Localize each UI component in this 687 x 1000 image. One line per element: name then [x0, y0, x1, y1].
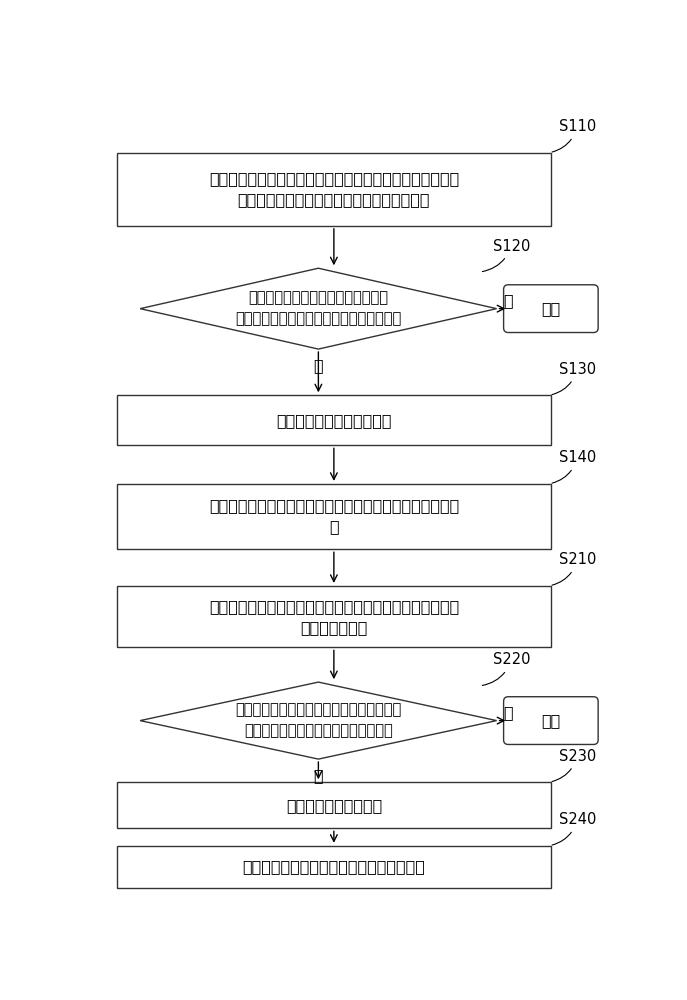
Text: 当检测到用户佩戴的智能设备的无线信号时，获取所述智能
设备的设备信息: 当检测到用户佩戴的智能设备的无线信号时，获取所述智能 设备的设备信息: [209, 599, 459, 635]
Text: S140: S140: [552, 450, 596, 483]
Text: 结束: 结束: [541, 713, 561, 728]
Text: S130: S130: [552, 362, 596, 395]
FancyBboxPatch shape: [504, 285, 598, 333]
Text: S210: S210: [552, 552, 596, 585]
Text: 获取待停车辆的车辆相关信息，所述车辆相关信息包括所述
待停车辆的车牌号或所述待停车辆的车主信息: 获取待停车辆的车辆相关信息，所述车辆相关信息包括所述 待停车辆的车牌号或所述待停…: [209, 171, 459, 207]
Text: S110: S110: [552, 119, 596, 152]
Text: 结束: 结束: [541, 301, 561, 316]
Polygon shape: [140, 268, 497, 349]
Text: 解锁所述车位安全机构，以使所述待停车辆停放入所述停车
位: 解锁所述车位安全机构，以使所述待停车辆停放入所述停车 位: [209, 499, 459, 535]
Text: S220: S220: [482, 652, 530, 685]
Bar: [117, 395, 551, 445]
Bar: [117, 782, 551, 828]
FancyBboxPatch shape: [504, 697, 598, 744]
Text: S120: S120: [482, 239, 530, 272]
Text: 比较智能设备的设备信息及停车位所绑定的
车辆信息，判断是否允许所述用户取车: 比较智能设备的设备信息及停车位所绑定的 车辆信息，判断是否允许所述用户取车: [235, 703, 401, 739]
Text: S240: S240: [552, 812, 596, 845]
Bar: [117, 586, 551, 647]
Text: S230: S230: [552, 749, 596, 782]
Bar: [117, 153, 551, 226]
Polygon shape: [140, 682, 497, 759]
Text: 否: 否: [503, 705, 513, 720]
Text: 是: 是: [313, 358, 323, 373]
Text: 确定允许所述用户取车: 确定允许所述用户取车: [286, 798, 382, 813]
Text: 解锁所述车位安全机构，以使所述用户取车: 解锁所述车位安全机构，以使所述用户取车: [243, 859, 425, 874]
Text: 确定允许所述待停车辆停车: 确定允许所述待停车辆停车: [276, 413, 392, 428]
Text: 否: 否: [503, 293, 513, 308]
Bar: [117, 484, 551, 549]
Text: 是: 是: [313, 768, 323, 783]
Text: 比较车辆相关信息与停车位所绑定的
车辆信息，判断是否允许所述待停车辆停车: 比较车辆相关信息与停车位所绑定的 车辆信息，判断是否允许所述待停车辆停车: [235, 291, 401, 327]
Bar: [117, 846, 551, 888]
